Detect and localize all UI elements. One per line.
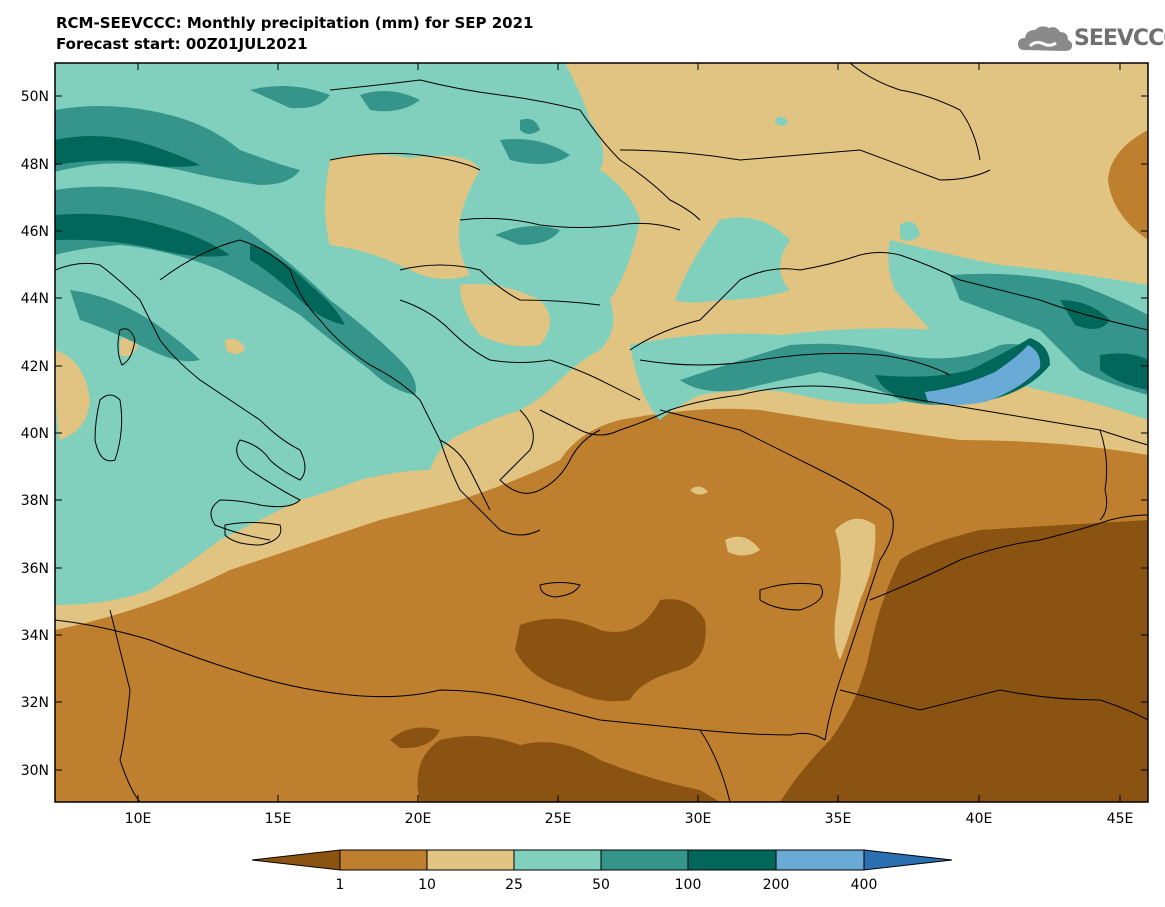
band-200-400-rize bbox=[925, 345, 1041, 405]
band-10-25-hungary bbox=[325, 154, 480, 279]
band-25-50-small bbox=[775, 116, 788, 126]
band-25-50-caucasus bbox=[888, 240, 1148, 420]
band-1-10-ukraine-east bbox=[1108, 130, 1148, 240]
lon-label: 30E bbox=[685, 811, 712, 827]
cloud-logo-icon bbox=[1018, 26, 1073, 51]
band-50-100-ligurian bbox=[70, 290, 200, 362]
band-10-25-italy bbox=[225, 338, 245, 354]
logo-text: SEEVCCC bbox=[1074, 26, 1165, 51]
lat-label: 38N bbox=[21, 493, 49, 509]
band-10-25-levant bbox=[834, 518, 876, 660]
colorbar-label: 400 bbox=[851, 877, 878, 893]
lat-label: 42N bbox=[21, 359, 49, 375]
band-lt1-east bbox=[780, 520, 1148, 802]
colorbar-arrow-low bbox=[251, 849, 341, 871]
precipitation-fields bbox=[55, 63, 1148, 802]
lon-label: 45E bbox=[1107, 811, 1134, 827]
band-25-50-blacksea-west bbox=[675, 217, 790, 303]
lat-label: 32N bbox=[21, 695, 49, 711]
colorbar-label: 50 bbox=[592, 877, 610, 893]
band-50-100-carpathian bbox=[500, 139, 570, 164]
band-50-100-caucasus bbox=[950, 273, 1148, 395]
band-50-100-poland bbox=[520, 118, 540, 134]
longitude-axis: 10E 15E 20E 25E 30E 35E 40E 45E bbox=[125, 63, 1134, 827]
colorbar-segment bbox=[513, 849, 602, 871]
band-100-200-caucasus-east bbox=[1100, 353, 1148, 390]
lat-label: 50N bbox=[21, 89, 49, 105]
lat-label: 30N bbox=[21, 763, 49, 779]
band-10-25-cyprus bbox=[725, 536, 760, 556]
band-25-50-crimea bbox=[900, 221, 920, 241]
colorbar-label: 25 bbox=[505, 877, 523, 893]
band-100-200-alps bbox=[55, 136, 200, 167]
colorbar-label: 100 bbox=[675, 877, 702, 893]
lat-label: 34N bbox=[21, 628, 49, 644]
band-50-100-alps-north bbox=[55, 106, 300, 185]
colorbar-segment bbox=[426, 849, 515, 871]
lon-label: 35E bbox=[825, 811, 852, 827]
lat-label: 44N bbox=[21, 291, 49, 307]
band-lt1-med-central bbox=[515, 599, 706, 702]
band-100-200-dinaric bbox=[250, 245, 345, 325]
seevccc-logo: SEEVCCC bbox=[1016, 20, 1165, 60]
colorbar-segment bbox=[600, 849, 689, 871]
colorbar-segment bbox=[687, 849, 777, 871]
map-title: RCM-SEEVCCC: Monthly precipitation (mm) … bbox=[56, 14, 534, 32]
band-50-100-romania bbox=[495, 226, 560, 245]
colorbar-segment bbox=[339, 849, 428, 871]
lat-label: 46N bbox=[21, 224, 49, 240]
lon-label: 15E bbox=[265, 811, 292, 827]
forecast-start-label: Forecast start: 00Z01JUL2021 bbox=[56, 35, 308, 53]
coastlines-borders bbox=[55, 63, 1148, 802]
lon-label: 10E bbox=[125, 811, 152, 827]
band-50-100-germany bbox=[250, 86, 330, 109]
lat-label: 40N bbox=[21, 426, 49, 442]
lat-label: 36N bbox=[21, 561, 49, 577]
band-lt1-gulf bbox=[390, 727, 440, 749]
band-lt1-libya bbox=[417, 736, 720, 802]
band-10-25-croatia bbox=[386, 229, 440, 264]
lon-label: 20E bbox=[405, 811, 432, 827]
band-10-25-spain bbox=[55, 350, 90, 440]
colorbar-segment bbox=[775, 849, 865, 871]
colorbar: 1 10 25 50 100 200 400 bbox=[251, 849, 953, 893]
latitude-axis: 50N 48N 46N 44N 42N 40N 38N 36N 34N 32N 30N bbox=[21, 89, 1148, 779]
lon-label: 40E bbox=[966, 811, 993, 827]
lat-label: 48N bbox=[21, 157, 49, 173]
band-100-200-north-italy bbox=[55, 213, 230, 257]
colorbar-label: 200 bbox=[763, 877, 790, 893]
colorbar-label: 1 bbox=[336, 877, 345, 893]
colorbar-label: 10 bbox=[418, 877, 436, 893]
band-50-100-czech bbox=[360, 91, 420, 112]
colorbar-arrow-high bbox=[863, 849, 953, 871]
lon-label: 25E bbox=[545, 811, 572, 827]
band-10-25-small bbox=[690, 486, 708, 495]
